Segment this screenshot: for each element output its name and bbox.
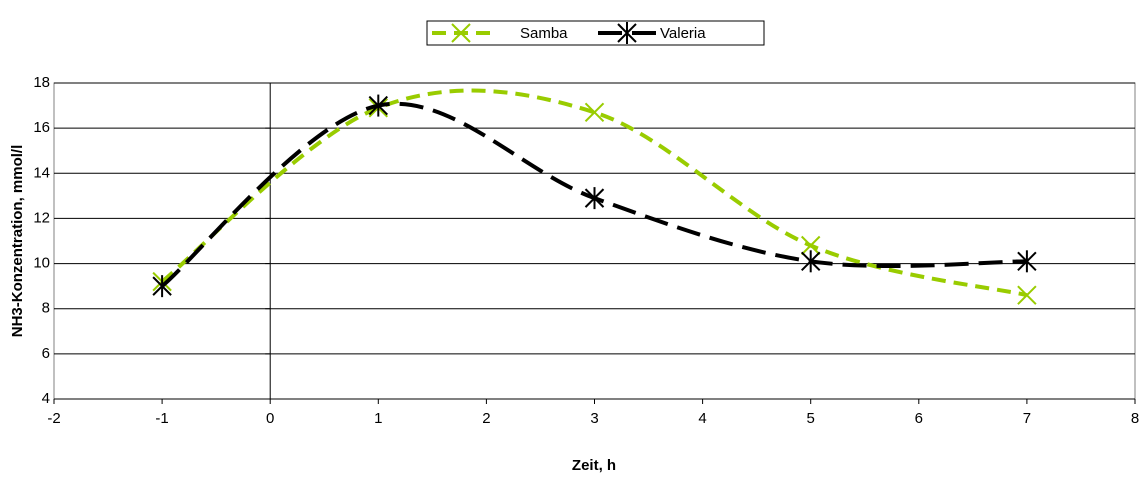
legend-marker: [617, 22, 637, 44]
marker: [1017, 285, 1037, 305]
x-tick-label: 4: [698, 410, 706, 427]
marker: [1017, 250, 1037, 273]
marker-stroke: [1017, 285, 1037, 305]
marker: [800, 235, 821, 256]
x-tick-label: -1: [155, 410, 168, 427]
series-line: [160, 101, 1027, 288]
marker: [584, 187, 605, 210]
x-tick-label: 0: [266, 410, 274, 427]
x-tick-label: 6: [915, 410, 923, 427]
y-tick-label: 10: [33, 255, 50, 272]
marker: [152, 275, 172, 298]
x-tick-label: 5: [807, 410, 815, 427]
x-tick-label: 3: [590, 410, 598, 427]
plot-area: [53, 82, 1136, 400]
y-tick-label: 8: [42, 300, 50, 317]
y-tick-label: 16: [33, 119, 50, 136]
legend-label: Valeria: [660, 25, 706, 42]
x-tick-label: 1: [374, 410, 382, 427]
x-tick-label: -2: [47, 410, 60, 427]
legend-marker: [451, 23, 471, 43]
marker: [368, 94, 389, 117]
marker: [584, 102, 605, 123]
legend-label: Samba: [520, 25, 568, 42]
marker-stroke: [451, 23, 471, 43]
marker-stroke: [800, 235, 821, 256]
y-tick-label: 12: [33, 209, 50, 226]
marker: [800, 250, 821, 273]
y-tick-label: 18: [33, 74, 50, 91]
y-tick-label: 6: [42, 345, 50, 362]
x-tick-label: 7: [1023, 410, 1031, 427]
x-tick-label: 2: [482, 410, 490, 427]
marker-stroke: [584, 102, 605, 123]
series-line: [160, 88, 1028, 298]
y-axis-title: NH3-Konzentration, mmol/l: [9, 145, 26, 338]
x-axis-title: Zeit, h: [572, 457, 616, 474]
y-tick-label: 4: [42, 390, 50, 407]
y-tick-label: 14: [33, 164, 50, 181]
x-tick-label: 8: [1131, 410, 1139, 427]
